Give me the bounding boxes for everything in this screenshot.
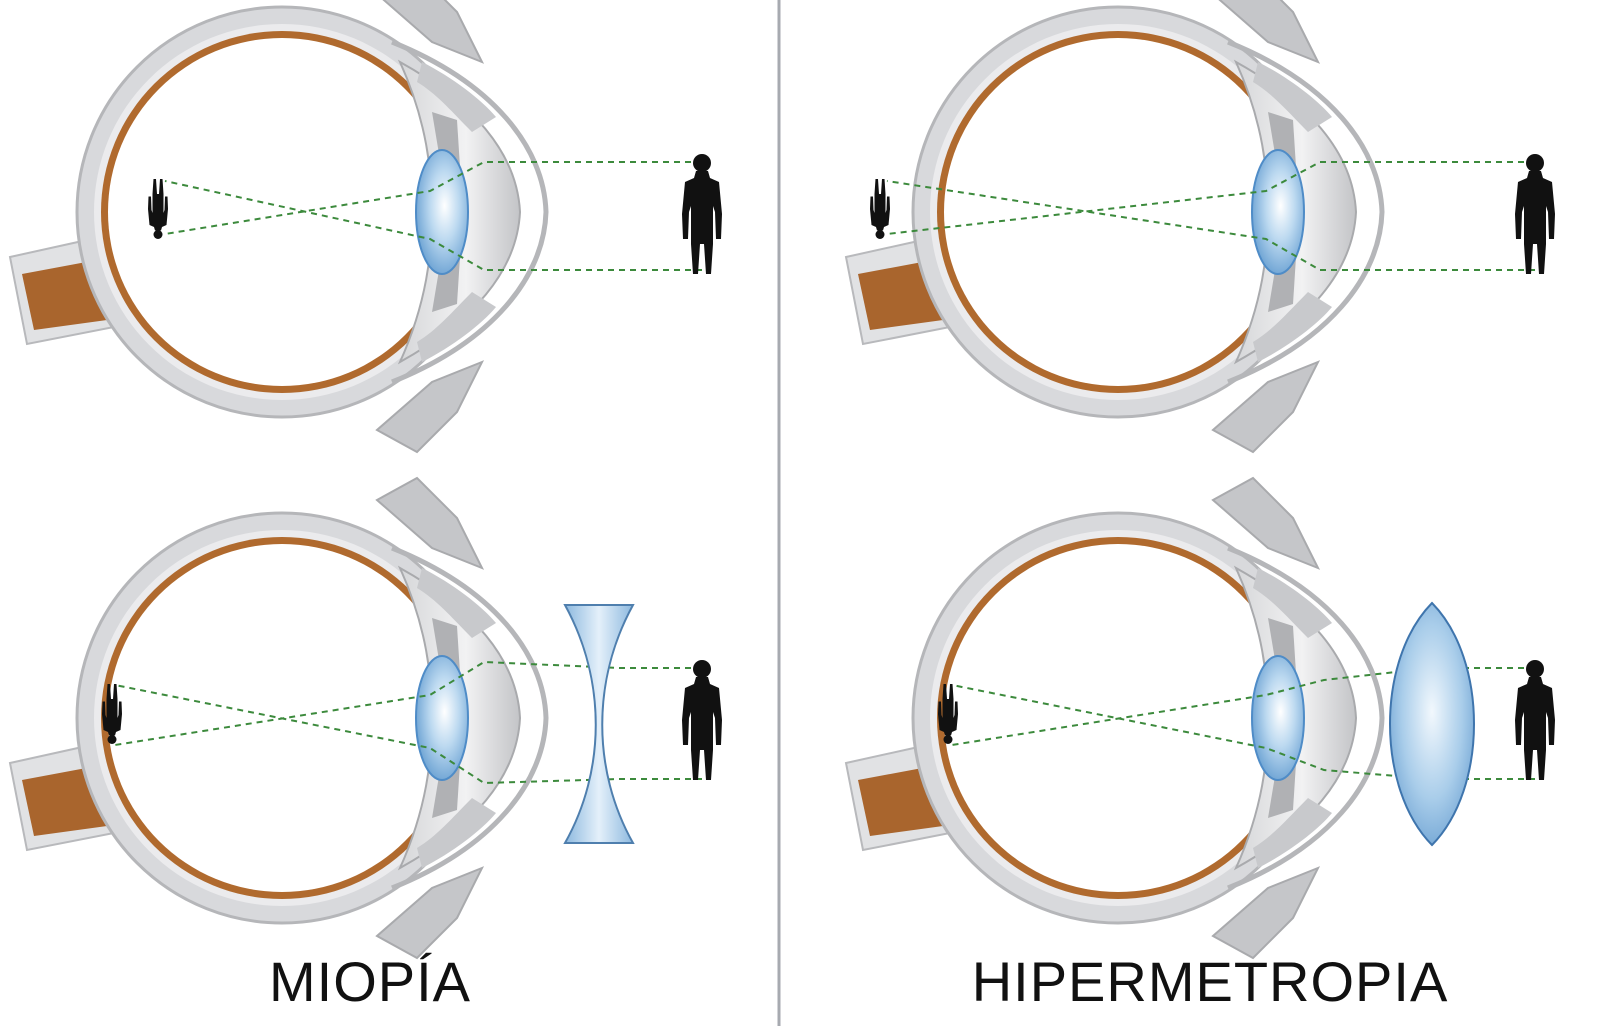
concave-lens-icon: [563, 604, 635, 844]
myopia-rays-corrected: [114, 660, 702, 785]
myopia-label: MIOPÍA: [268, 950, 472, 1013]
inverted-image-icon: [870, 179, 890, 239]
myopia-eye-corrected: [10, 478, 722, 958]
person-silhouette-icon: [1515, 154, 1555, 274]
hyperopia-rays-uncorrected: [886, 161, 1535, 271]
hyperopia-eye-uncorrected: [846, 0, 1555, 452]
person-silhouette-icon: [1515, 660, 1555, 780]
convex-lens-icon: [1389, 601, 1475, 847]
person-silhouette-icon: [682, 660, 722, 780]
hyperopia-label: HIPERMETROPIA: [971, 950, 1449, 1013]
myopia-eye-uncorrected: [10, 0, 722, 452]
person-silhouette-icon: [682, 154, 722, 274]
hyperopia-eye-corrected: [846, 478, 1555, 958]
